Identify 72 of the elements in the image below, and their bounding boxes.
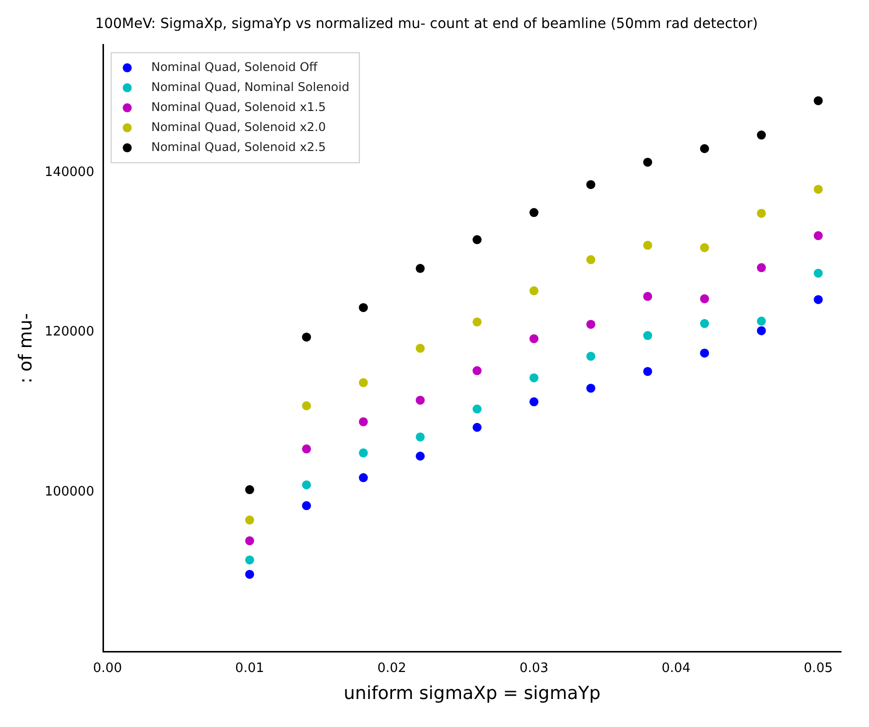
point xyxy=(643,240,652,250)
point xyxy=(643,158,652,167)
point xyxy=(302,444,312,454)
legend-label: Nominal Quad, Nominal Solenoid xyxy=(151,80,350,94)
point xyxy=(814,268,823,278)
point xyxy=(472,366,482,376)
point xyxy=(756,263,766,272)
point xyxy=(529,334,538,344)
x-tick-label: 0.00 xyxy=(93,660,122,676)
point xyxy=(586,180,596,190)
point xyxy=(700,243,710,252)
point xyxy=(814,184,823,194)
point xyxy=(643,331,652,340)
point xyxy=(586,384,596,393)
point xyxy=(245,485,254,494)
point xyxy=(529,397,538,406)
point xyxy=(245,570,254,579)
point xyxy=(700,294,710,304)
point xyxy=(302,480,312,490)
point xyxy=(814,231,823,240)
y-tick-label: 120000 xyxy=(44,324,94,340)
point xyxy=(756,316,766,326)
x-tick-label: 0.01 xyxy=(235,660,264,676)
chart-title: 100MeV: SigmaXp, sigmaYp vs normalized mu- count at end of beamline (50mm rad detector) xyxy=(95,16,758,32)
point xyxy=(700,319,710,328)
point xyxy=(472,235,482,244)
point xyxy=(358,378,368,388)
point xyxy=(416,452,425,461)
point xyxy=(245,555,254,564)
x-tick-label: 0.02 xyxy=(377,660,406,676)
legend-label: Nominal Quad, Solenoid x2.5 xyxy=(151,140,326,154)
y-tick-label: 100000 xyxy=(44,484,94,500)
point xyxy=(358,417,368,426)
point xyxy=(700,348,710,358)
y-tick-label: 140000 xyxy=(44,164,94,180)
point xyxy=(416,344,425,353)
x-tick-label: 0.03 xyxy=(519,660,548,676)
point xyxy=(756,130,766,140)
point xyxy=(302,401,312,410)
point xyxy=(358,473,368,482)
point xyxy=(814,96,823,106)
point xyxy=(756,208,766,218)
point xyxy=(302,501,312,510)
legend-label: Nominal Quad, Solenoid Off xyxy=(151,60,318,74)
point xyxy=(358,448,368,458)
point xyxy=(700,144,710,154)
x-tick-label: 0.05 xyxy=(804,660,833,676)
point xyxy=(643,292,652,301)
legend-label: Nominal Quad, Solenoid x2.0 xyxy=(151,120,326,134)
point xyxy=(643,366,652,376)
point xyxy=(472,422,482,432)
legend-label: Nominal Quad, Solenoid x1.5 xyxy=(151,100,326,114)
y-axis-title: : of mu- xyxy=(15,313,36,384)
point xyxy=(472,317,482,326)
point xyxy=(529,373,538,382)
point xyxy=(416,432,425,442)
point xyxy=(245,516,254,525)
point xyxy=(586,320,596,329)
x-tick-label: 0.04 xyxy=(662,660,691,676)
point xyxy=(245,536,254,546)
point xyxy=(529,208,538,218)
point xyxy=(416,396,425,405)
x-axis-title: uniform sigmaXp = sigmaYp xyxy=(344,682,601,704)
point xyxy=(358,303,368,312)
point xyxy=(302,332,312,342)
point xyxy=(814,295,823,304)
point xyxy=(586,352,596,361)
point xyxy=(756,326,766,336)
point xyxy=(586,255,596,264)
point xyxy=(472,404,482,414)
point xyxy=(529,286,538,296)
point xyxy=(416,264,425,273)
